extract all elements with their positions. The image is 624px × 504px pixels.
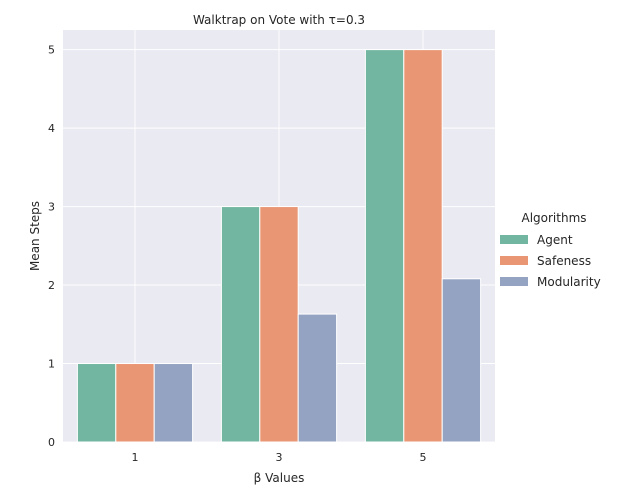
y-tick-label: 5 bbox=[48, 44, 55, 57]
legend-label: Safeness bbox=[537, 254, 591, 268]
y-tick-label: 4 bbox=[48, 122, 55, 135]
bar-modularity-5 bbox=[441, 278, 482, 443]
x-tick-labels: 1 3 5 bbox=[132, 451, 427, 464]
x-axis-label: β Values bbox=[254, 471, 305, 485]
bar-safeness-3 bbox=[259, 206, 299, 443]
y-axis-label: Mean Steps bbox=[28, 201, 42, 271]
bar-safeness-1 bbox=[115, 363, 155, 443]
legend-title: Algorithms bbox=[521, 211, 586, 225]
legend-label: Modularity bbox=[537, 275, 601, 289]
y-tick-label: 1 bbox=[48, 358, 55, 371]
bar-agent-5 bbox=[364, 49, 405, 443]
bar-modularity-1 bbox=[153, 363, 194, 443]
bar-agent-3 bbox=[220, 206, 261, 443]
bar-agent-1 bbox=[76, 363, 117, 443]
legend-label: Agent bbox=[537, 233, 573, 247]
legend-swatch bbox=[500, 256, 528, 265]
y-tick-label: 3 bbox=[48, 201, 55, 214]
y-tick-label: 0 bbox=[48, 436, 55, 449]
x-tick-label: 5 bbox=[420, 451, 427, 464]
y-tick-labels: 0 1 2 3 4 5 bbox=[48, 44, 55, 449]
x-tick-label: 3 bbox=[276, 451, 283, 464]
legend-swatch bbox=[500, 277, 528, 286]
legend-swatch bbox=[500, 235, 528, 244]
bars bbox=[76, 49, 482, 443]
legend: Algorithms Agent Safeness Modularity bbox=[500, 211, 601, 289]
bar-modularity-3 bbox=[297, 313, 338, 443]
bar-safeness-5 bbox=[403, 49, 443, 443]
chart-title: Walktrap on Vote with τ=0.3 bbox=[193, 13, 365, 27]
x-tick-label: 1 bbox=[132, 451, 139, 464]
y-tick-label: 2 bbox=[48, 279, 55, 292]
